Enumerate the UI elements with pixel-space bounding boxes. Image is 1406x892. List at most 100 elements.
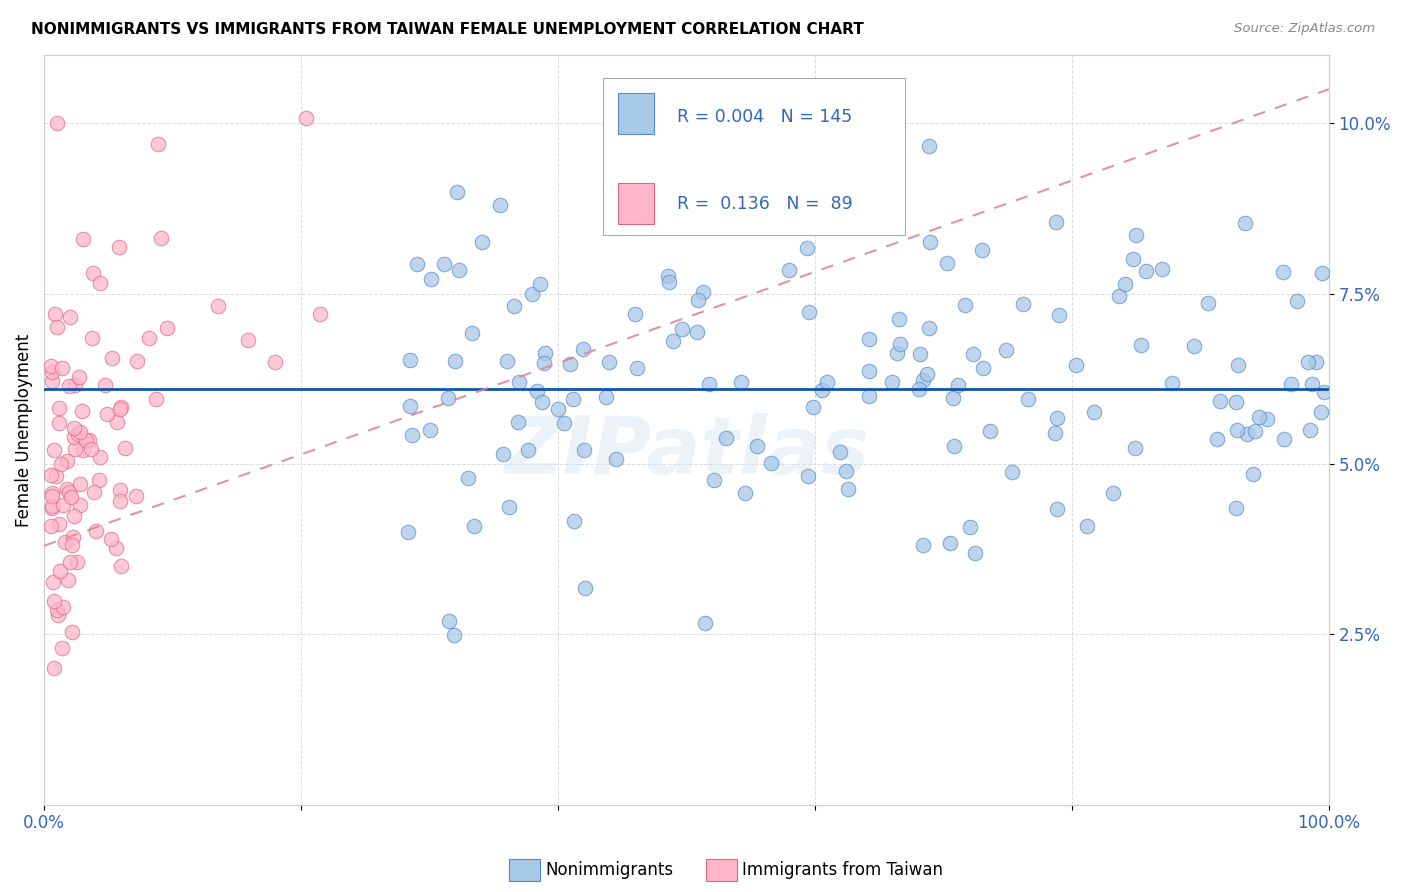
Point (858, 364, 880, 378)
Point (678, 170, 700, 185)
Point (911, 374, 934, 388)
Point (1313, 385, 1336, 400)
Point (41, 489, 63, 503)
Point (66, 426, 89, 441)
Point (1161, 376, 1184, 391)
Point (918, 138, 941, 153)
Point (508, 375, 530, 389)
Point (69, 498, 91, 512)
Point (51, 361, 73, 376)
Point (41, 375, 63, 389)
Point (908, 346, 931, 360)
Point (572, 342, 595, 356)
Point (41, 366, 63, 380)
Point (1206, 432, 1229, 446)
Point (1046, 501, 1069, 516)
Point (446, 185, 468, 199)
Point (399, 353, 422, 368)
Point (125, 353, 148, 368)
Point (796, 241, 818, 255)
Point (526, 384, 548, 399)
Point (396, 525, 419, 540)
Point (463, 519, 485, 533)
Bar (619, 183, 654, 224)
Point (529, 277, 551, 292)
Point (1129, 338, 1152, 352)
Point (108, 402, 131, 417)
Point (49, 457, 72, 471)
Point (1279, 376, 1302, 391)
FancyBboxPatch shape (603, 78, 905, 235)
Point (45, 469, 67, 483)
Point (1046, 411, 1069, 425)
Point (561, 392, 583, 406)
Point (443, 354, 465, 368)
Point (1272, 265, 1295, 279)
Point (58, 310, 80, 325)
Point (686, 325, 709, 339)
Point (48, 517, 70, 532)
Point (1272, 432, 1295, 446)
Point (778, 263, 800, 277)
Point (51, 640, 73, 655)
Point (714, 431, 737, 445)
Point (309, 307, 332, 321)
Point (703, 473, 725, 487)
Point (41, 499, 63, 513)
Point (761, 456, 783, 470)
Point (693, 615, 716, 630)
Point (110, 400, 132, 414)
Point (972, 360, 994, 375)
Point (562, 514, 585, 528)
Point (1182, 339, 1205, 353)
Point (970, 243, 993, 257)
Point (1108, 289, 1130, 303)
Point (457, 470, 479, 484)
Point (110, 559, 132, 574)
Point (46, 608, 69, 623)
Point (207, 299, 229, 313)
Point (959, 520, 981, 534)
Point (443, 628, 465, 642)
Point (1225, 500, 1247, 515)
Point (801, 400, 824, 414)
Point (558, 357, 581, 371)
Point (405, 257, 427, 271)
Point (1122, 252, 1144, 267)
Point (60, 490, 83, 504)
Point (80, 331, 103, 345)
Point (75, 434, 97, 448)
Point (835, 464, 858, 478)
Point (882, 375, 904, 389)
Point (797, 469, 820, 483)
Point (420, 272, 443, 286)
Point (531, 395, 554, 409)
Point (662, 334, 685, 348)
Point (398, 399, 420, 413)
Point (82, 266, 104, 280)
Point (697, 376, 720, 391)
Point (45, 320, 67, 334)
Point (59, 555, 82, 569)
Point (547, 402, 569, 417)
Point (83, 485, 105, 500)
Point (418, 423, 440, 437)
Point (72, 442, 94, 457)
Point (58, 379, 80, 393)
Point (41, 485, 63, 500)
Point (60, 538, 83, 552)
Point (471, 235, 494, 249)
Point (39, 519, 62, 533)
Point (149, 231, 172, 245)
Point (837, 482, 859, 496)
Point (828, 445, 851, 459)
Point (65, 442, 87, 457)
Y-axis label: Female Unemployment: Female Unemployment (15, 334, 32, 526)
Point (87, 473, 110, 487)
Point (84, 524, 107, 538)
Point (858, 332, 880, 346)
Point (598, 355, 620, 369)
Point (1012, 297, 1035, 311)
Point (125, 489, 148, 503)
Point (936, 256, 959, 270)
